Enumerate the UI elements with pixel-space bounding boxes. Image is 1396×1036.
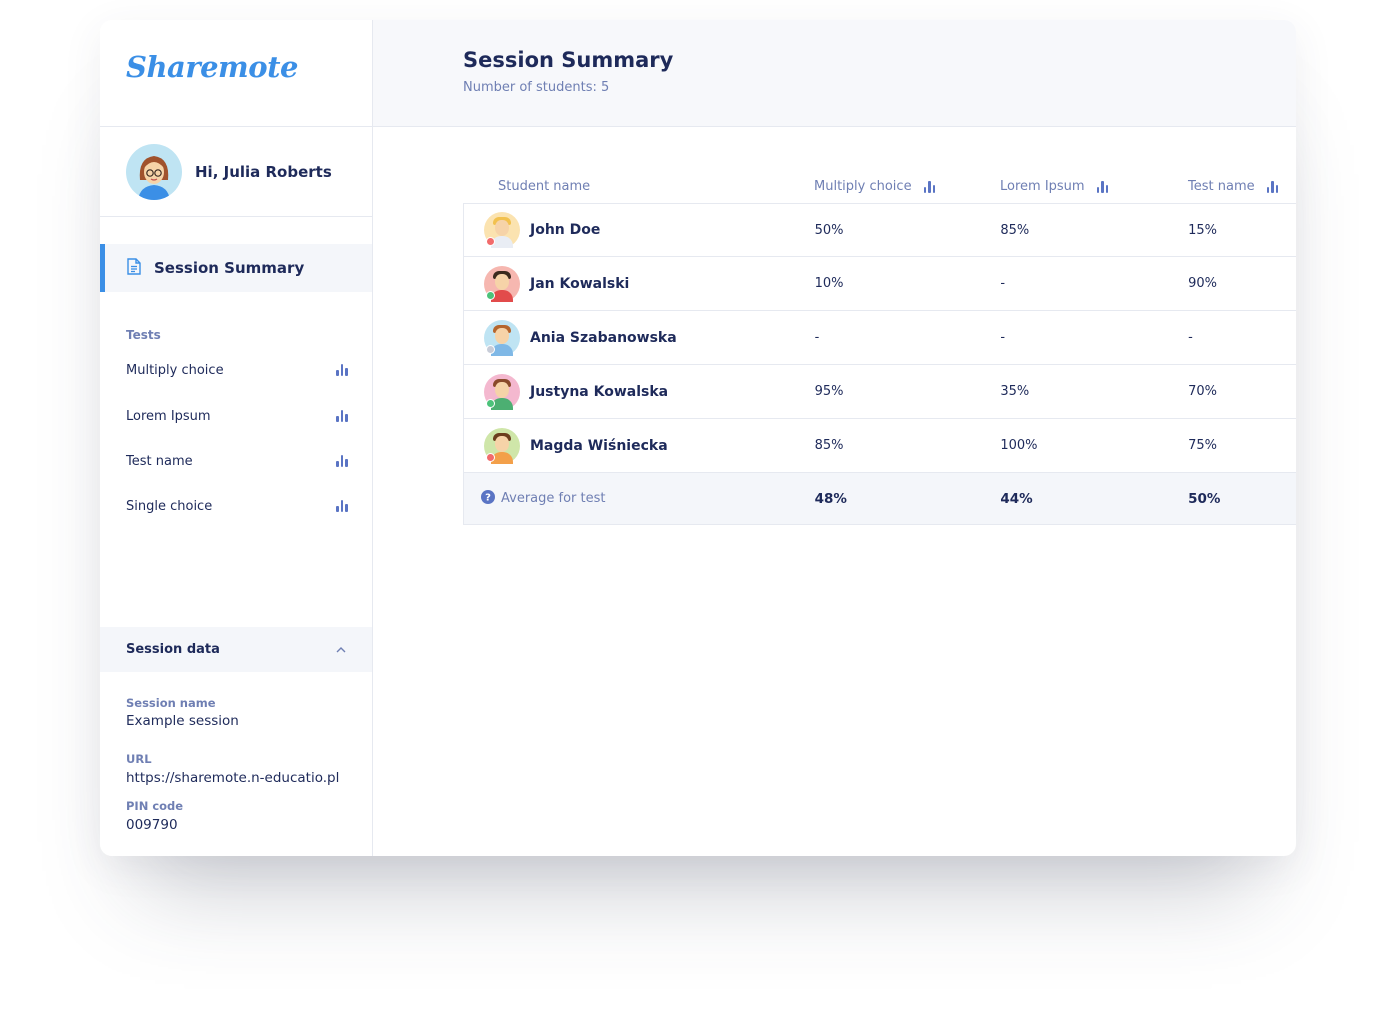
- score-multiply-choice: 50%: [814, 222, 844, 238]
- nav-item-label: Session Summary: [154, 259, 305, 277]
- status-dot: [486, 237, 495, 246]
- bar-chart-icon[interactable]: [336, 410, 348, 422]
- tests-heading: Tests: [126, 328, 161, 342]
- score-multiply-choice: -: [814, 330, 820, 345]
- app-window: Sharemote Hi, Julia Roberts: [100, 20, 1296, 856]
- session-data-toggle[interactable]: Session data: [100, 627, 372, 672]
- table-row[interactable]: Jan Kowalski 10% - 90%: [463, 257, 1296, 311]
- chevron-up-icon[interactable]: [336, 642, 346, 657]
- table-header: Student name Multiply choice Lorem Ipsum…: [463, 170, 1296, 203]
- column-header-label: Multiply choice: [814, 179, 912, 194]
- document-icon: [127, 257, 141, 279]
- main-header: Session Summary Number of students: 5: [373, 20, 1296, 127]
- average-lorem-ipsum: 44%: [1000, 490, 1033, 507]
- status-dot: [486, 344, 495, 354]
- pin-code-label: PIN code: [126, 799, 184, 813]
- table-row[interactable]: John Doe 50% 85% 15%: [463, 203, 1296, 257]
- table-row[interactable]: Justyna Kowalska 95% 35% 70%: [463, 365, 1296, 419]
- avatar: [484, 265, 520, 302]
- score-multiply-choice: 85%: [814, 438, 844, 453]
- score-multiply-choice: 95%: [814, 384, 844, 399]
- page-subtitle: Number of students: 5: [463, 80, 610, 95]
- test-item-label: Multiply choice: [126, 362, 224, 378]
- status-dot: [486, 290, 495, 300]
- user-greeting: Hi, Julia Roberts: [195, 163, 332, 181]
- user-profile[interactable]: Hi, Julia Roberts: [126, 144, 332, 200]
- page-title: Session Summary: [463, 48, 674, 72]
- test-item-lorem-ipsum[interactable]: Lorem Ipsum: [126, 406, 348, 426]
- student-cell: John Doe: [464, 212, 814, 248]
- test-item-label: Test name: [126, 453, 193, 469]
- avatar: [484, 427, 520, 464]
- bar-chart-icon[interactable]: [336, 455, 348, 467]
- column-header-lorem-ipsum[interactable]: Lorem Ipsum: [1000, 179, 1188, 194]
- avatar: [484, 373, 520, 410]
- student-cell: Jan Kowalski: [464, 265, 814, 302]
- score-lorem-ipsum: -: [1000, 276, 1006, 291]
- student-cell: Justyna Kowalska: [464, 373, 814, 410]
- test-item-single-choice[interactable]: Single choice: [126, 496, 348, 516]
- table-row[interactable]: Magda Wiśniecka 85% 100% 75%: [463, 419, 1296, 473]
- column-header-test-name[interactable]: Test name: [1188, 179, 1296, 194]
- column-header-label: Test name: [1188, 179, 1255, 194]
- avatar: [126, 144, 182, 200]
- test-item-label: Lorem Ipsum: [126, 408, 211, 424]
- sidebar: Sharemote Hi, Julia Roberts: [100, 20, 373, 856]
- test-item-multiply-choice[interactable]: Multiply choice: [126, 360, 348, 380]
- score-test-name: 75%: [1188, 438, 1218, 453]
- svg-text:?: ?: [485, 492, 491, 503]
- score-lorem-ipsum: 100%: [1000, 438, 1038, 453]
- score-lorem-ipsum: 35%: [1000, 384, 1030, 399]
- bar-chart-icon[interactable]: [336, 500, 348, 512]
- logo[interactable]: Sharemote: [126, 50, 298, 84]
- avatar: [484, 319, 520, 356]
- nav-item-session-summary[interactable]: Session Summary: [100, 244, 372, 292]
- url-label: URL: [126, 752, 152, 766]
- avatar: [484, 212, 520, 248]
- score-test-name: 90%: [1188, 276, 1218, 291]
- student-cell: Ania Szabanowska: [464, 319, 814, 356]
- student-name[interactable]: John Doe: [530, 222, 601, 238]
- score-multiply-choice: 10%: [814, 276, 844, 291]
- score-test-name: 70%: [1188, 384, 1218, 399]
- score-lorem-ipsum: -: [1000, 330, 1006, 345]
- session-name-value: Example session: [126, 713, 239, 729]
- student-name[interactable]: Ania Szabanowska: [530, 329, 677, 346]
- student-name[interactable]: Jan Kowalski: [530, 275, 630, 292]
- status-dot: [486, 452, 495, 462]
- results-table: Student name Multiply choice Lorem Ipsum…: [463, 170, 1296, 525]
- column-header-student-name[interactable]: Student name: [498, 179, 591, 194]
- student-name[interactable]: Justyna Kowalska: [530, 383, 669, 400]
- average-label: Average for test: [501, 491, 606, 506]
- bar-chart-icon[interactable]: [1266, 180, 1279, 193]
- score-lorem-ipsum: 85%: [1000, 222, 1030, 238]
- session-name-label: Session name: [126, 696, 216, 710]
- average-multiply-choice: 48%: [814, 490, 847, 507]
- url-value[interactable]: https://sharemote.n-educatio.pl: [126, 770, 340, 786]
- student-cell: Magda Wiśniecka: [464, 427, 814, 464]
- score-test-name: 15%: [1188, 222, 1218, 238]
- bar-chart-icon[interactable]: [1096, 180, 1109, 193]
- column-header-multiply-choice[interactable]: Multiply choice: [813, 179, 1000, 194]
- student-name[interactable]: Magda Wiśniecka: [530, 437, 668, 454]
- divider: [100, 126, 372, 127]
- pin-code-value: 009790: [126, 817, 178, 833]
- column-header-label: Lorem Ipsum: [1000, 179, 1085, 194]
- session-data-title: Session data: [126, 642, 220, 657]
- average-label-cell: ? Average for test: [464, 489, 814, 508]
- status-dot: [486, 398, 495, 408]
- score-test-name: -: [1188, 330, 1193, 345]
- test-item-label: Single choice: [126, 498, 213, 514]
- test-item-test-name[interactable]: Test name: [126, 451, 348, 471]
- average-row: ? Average for test 48% 44% 50%: [463, 473, 1296, 525]
- bar-chart-icon[interactable]: [336, 364, 348, 376]
- bar-chart-icon[interactable]: [923, 180, 936, 193]
- divider: [100, 216, 372, 217]
- table-row[interactable]: Ania Szabanowska - - -: [463, 311, 1296, 365]
- average-test-name: 50%: [1188, 490, 1221, 507]
- help-icon[interactable]: ?: [481, 489, 495, 508]
